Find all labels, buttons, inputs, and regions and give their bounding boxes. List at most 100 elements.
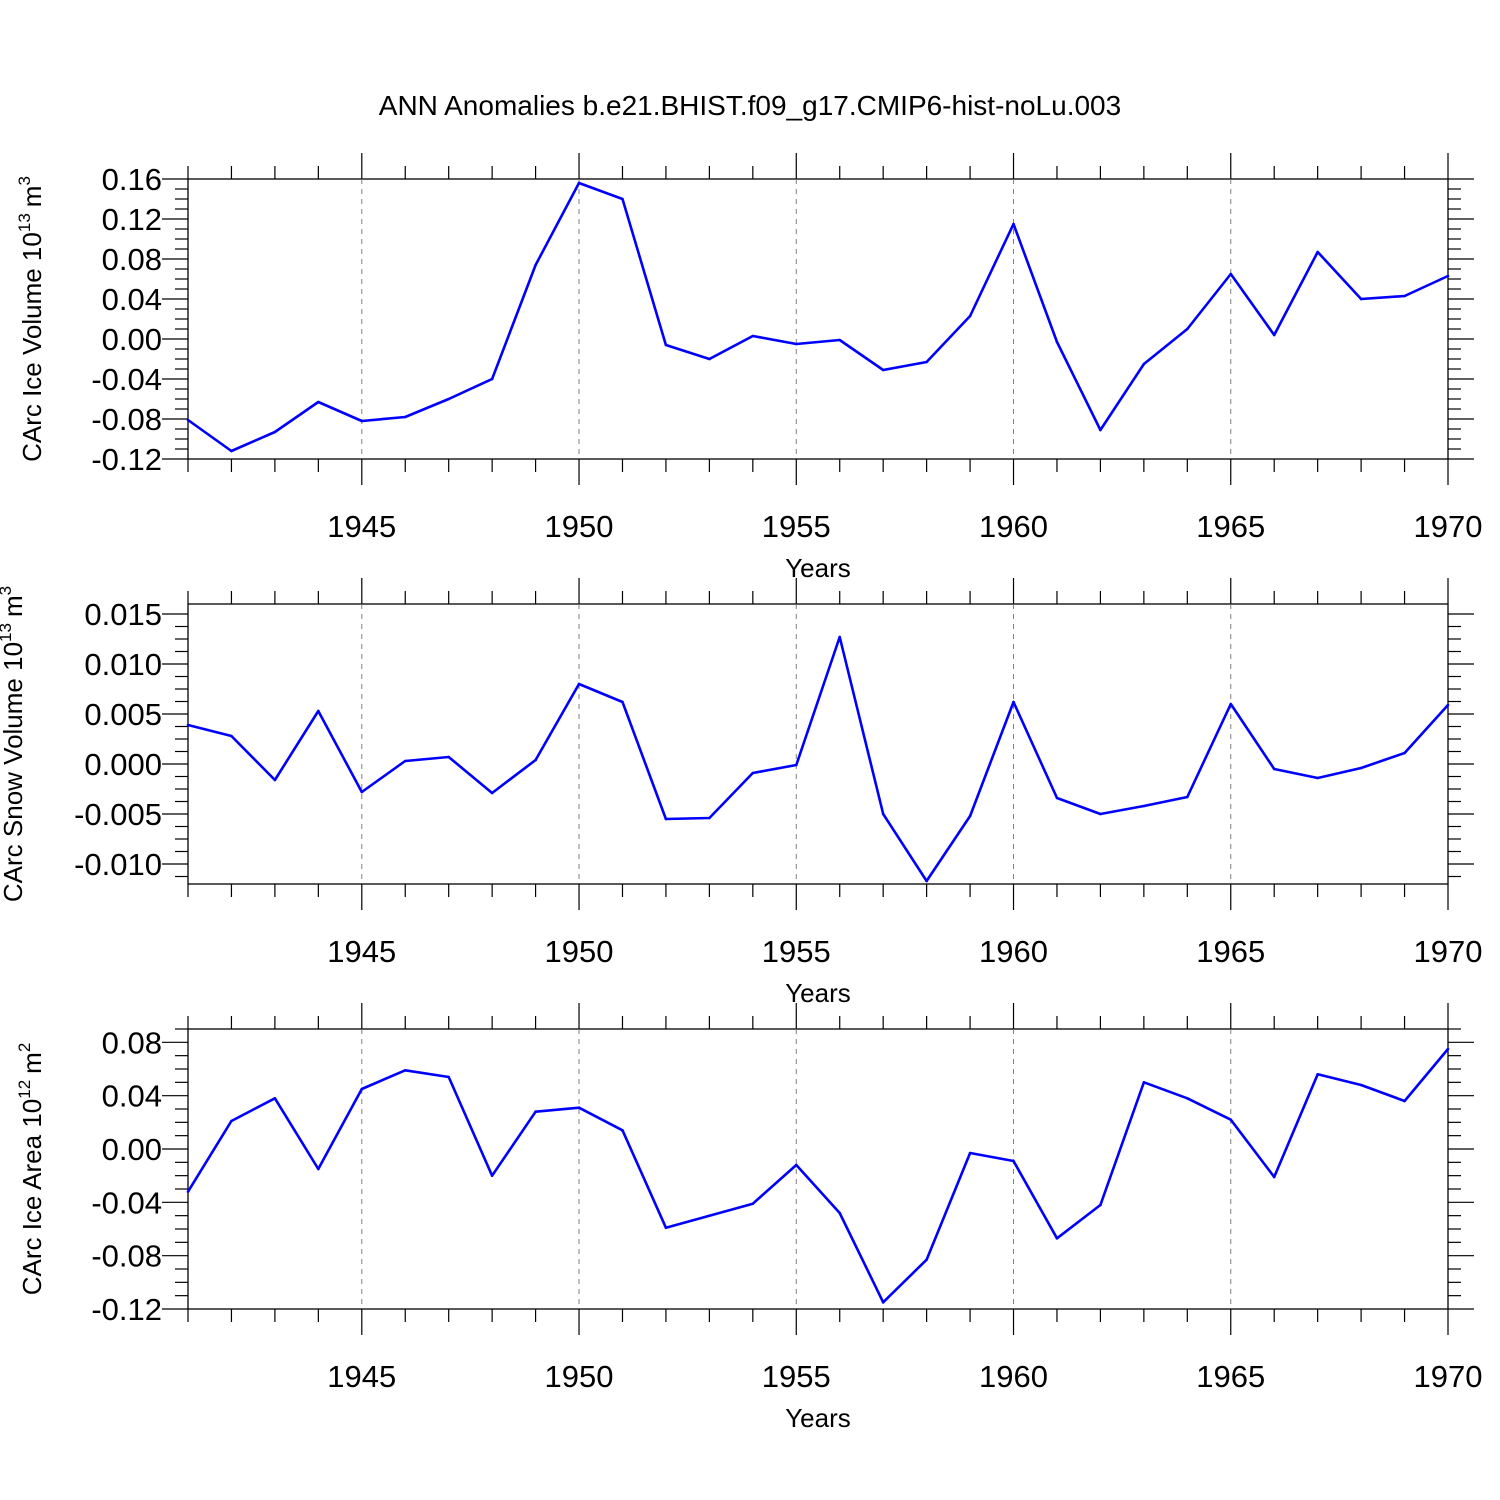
x-tick-label: 1950	[545, 934, 614, 969]
data-point	[447, 1075, 450, 1079]
x-tick-label: 1965	[1196, 934, 1265, 969]
data-point	[838, 635, 842, 639]
data-point	[708, 816, 711, 820]
data-point	[1446, 1047, 1450, 1051]
data-point	[1403, 294, 1406, 298]
data-point	[1272, 1175, 1276, 1179]
x-tick-label: 1960	[979, 934, 1048, 969]
data-point	[360, 419, 364, 423]
data-points	[186, 1047, 1450, 1304]
x-tick-label: 1955	[762, 934, 831, 969]
data-point	[1229, 272, 1233, 276]
x-tick-labels: 1945 1950 1955 1960 1965 1970	[327, 509, 1482, 544]
y-tick-label: -0.04	[91, 1185, 162, 1220]
data-point	[1316, 776, 1319, 780]
data-point	[534, 1110, 537, 1113]
y-tick-label: 0.08	[102, 242, 162, 277]
y-axis-label-exponent: 13	[0, 623, 15, 642]
data-point	[881, 812, 885, 816]
y-tick-label: 0.005	[84, 697, 162, 732]
data-point	[447, 755, 450, 759]
y-axis-label-unit: m	[17, 186, 47, 208]
y-axis-label-text: CArc Ice Volume 10	[17, 232, 47, 462]
y-tick-label: 0.00	[102, 1132, 162, 1167]
y-axis-label-exponent: 13	[15, 213, 34, 232]
y-axis-label: CArc Snow Volume 1013 m3	[0, 586, 28, 902]
series-line-snow-volume	[187, 635, 1449, 883]
y-tick-label: -0.08	[91, 402, 162, 437]
data-point	[1316, 1073, 1319, 1076]
data-point	[273, 778, 277, 782]
data-point	[1359, 1083, 1363, 1087]
data-point	[230, 734, 233, 738]
data-point	[186, 723, 190, 727]
series-line-ice-volume	[187, 181, 1449, 453]
y-tick-label: -0.08	[91, 1239, 162, 1274]
data-point	[968, 814, 972, 818]
y-tick-label: 0.16	[102, 162, 162, 197]
data-point	[534, 263, 537, 267]
data-point	[925, 879, 928, 883]
data-point	[794, 342, 798, 346]
data-point	[1012, 222, 1015, 226]
data-points	[186, 181, 1450, 453]
data-point	[881, 368, 885, 372]
y-tick-labels: -0.12 -0.08 -0.04 0.00 0.04 0.08	[91, 1025, 162, 1327]
x-grid	[361, 179, 1232, 459]
data-point	[708, 357, 711, 361]
data-point	[1446, 703, 1450, 707]
data-point	[708, 1214, 711, 1217]
y-axis-label-unit: m	[0, 595, 28, 617]
y-tick-label: -0.12	[91, 442, 162, 477]
data-point	[794, 1163, 798, 1167]
x-tick-label: 1965	[1196, 509, 1265, 544]
y-tick-label: 0.015	[84, 597, 162, 632]
data-point	[1272, 333, 1276, 337]
y-tick-label: -0.12	[91, 1292, 162, 1327]
data-point	[1099, 428, 1102, 432]
x-tick-label: 1960	[979, 1359, 1048, 1394]
y-axis-label-unit-exponent: 3	[0, 586, 15, 595]
y-axis-label: CArc Ice Area 1012 m2	[15, 1043, 47, 1296]
y-axis-label: CArc Ice Volume 1013 m3	[15, 176, 47, 462]
data-point	[1055, 340, 1059, 344]
y-axis-label-text: CArc Snow Volume 10	[0, 642, 28, 902]
data-point	[838, 1211, 842, 1215]
y-tick-label: 0.00	[102, 322, 162, 357]
x-tick-label: 1950	[545, 1359, 614, 1394]
data-point	[1272, 767, 1276, 771]
x-grid	[361, 1029, 1232, 1309]
data-point	[1446, 274, 1450, 278]
data-point	[360, 1087, 364, 1091]
data-point	[1316, 250, 1319, 254]
data-point	[925, 360, 928, 364]
y-tick-label: -0.04	[91, 362, 162, 397]
y-tick-label: 0.000	[84, 747, 162, 782]
ticks	[162, 1003, 1474, 1335]
data-point	[490, 377, 494, 381]
x-tick-label: 1950	[545, 509, 614, 544]
x-tick-label: 1960	[979, 509, 1048, 544]
data-points	[186, 635, 1450, 883]
data-point	[273, 430, 277, 434]
data-point	[1142, 1081, 1146, 1084]
y-tick-labels: -0.010 -0.005 0.000 0.005 0.010 0.015	[74, 597, 162, 882]
ticks	[162, 578, 1474, 910]
data-point	[490, 791, 494, 795]
y-axis-label-unit-exponent: 3	[15, 176, 34, 185]
panel-snow-volume: -0.010 -0.005 0.000 0.005 0.010 0.015 1945 195…	[0, 578, 1482, 1008]
y-tick-label: 0.12	[102, 202, 162, 237]
x-tick-label: 1970	[1414, 1359, 1483, 1394]
x-axis-label: Years	[785, 978, 851, 1008]
y-tick-label: -0.005	[74, 797, 162, 832]
data-point	[360, 790, 364, 794]
x-tick-labels: 1945 1950 1955 1960 1965 1970	[327, 1359, 1482, 1394]
x-tick-label: 1970	[1414, 509, 1483, 544]
data-point	[968, 314, 972, 318]
data-point	[186, 418, 190, 422]
x-tick-label: 1965	[1196, 1359, 1265, 1394]
x-tick-labels: 1945 1950 1955 1960 1965 1970	[327, 934, 1482, 969]
x-tick-label: 1945	[327, 1359, 396, 1394]
data-point	[1055, 1237, 1059, 1240]
